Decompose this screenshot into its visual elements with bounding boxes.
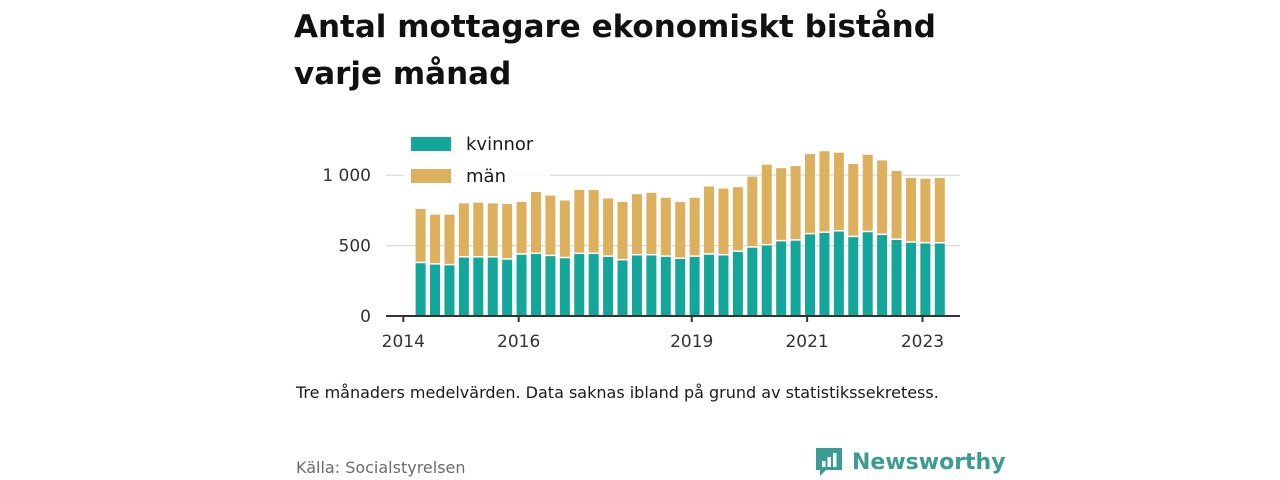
bar-man <box>545 195 556 255</box>
bar-kvinnor <box>631 255 642 316</box>
bar-kvinnor <box>689 256 700 316</box>
bar-kvinnor <box>458 257 469 316</box>
bar-kvinnor <box>704 254 715 316</box>
bar-kvinnor <box>747 247 758 316</box>
bar-man <box>530 191 541 253</box>
bar-man <box>877 160 888 234</box>
legend-swatch <box>411 169 451 183</box>
y-tick-label: 500 <box>339 237 371 257</box>
bar-man <box>934 178 945 242</box>
bar-kvinnor <box>732 251 743 316</box>
bar-man <box>415 208 426 262</box>
bar-kvinnor <box>862 232 873 316</box>
bar-man <box>747 176 758 247</box>
bar-kvinnor <box>473 257 484 316</box>
bar-man <box>617 201 628 259</box>
bar-kvinnor <box>502 259 513 316</box>
bars <box>415 151 945 316</box>
brand-name: Newsworthy <box>852 449 1006 475</box>
bar-kvinnor <box>675 258 686 316</box>
bar-man <box>502 204 513 259</box>
bar-man <box>920 178 931 242</box>
x-tick-label: 2019 <box>670 332 713 352</box>
bar-man <box>761 164 772 245</box>
bar-man <box>675 201 686 258</box>
bar-kvinnor <box>833 231 844 316</box>
axes: 0 500 1 000 2014 2016 2019 2021 2023 <box>322 166 960 352</box>
y-tick-label: 0 <box>360 307 371 327</box>
bar-man <box>444 214 455 264</box>
bar-man <box>862 154 873 231</box>
bar-kvinnor <box>545 256 556 316</box>
bar-kvinnor <box>588 254 599 316</box>
bar-man <box>487 203 498 257</box>
bar-man <box>516 201 527 254</box>
bar-kvinnor <box>877 235 888 316</box>
bar-man <box>718 188 729 254</box>
bar-kvinnor <box>790 240 801 316</box>
bar-kvinnor <box>603 256 614 316</box>
bar-man <box>833 152 844 231</box>
bar-kvinnor <box>934 243 945 316</box>
bar-man <box>646 192 657 254</box>
x-tick-label: 2021 <box>785 332 828 352</box>
bar-kvinnor <box>487 257 498 316</box>
legend: kvinnor män <box>404 128 550 192</box>
bar-man <box>458 203 469 257</box>
bar-kvinnor <box>776 241 787 316</box>
newsworthy-logo-icon <box>816 448 842 476</box>
legend-swatch <box>411 137 451 151</box>
bar-kvinnor <box>905 242 916 316</box>
bar-man <box>603 198 614 256</box>
bar-man <box>689 197 700 256</box>
bar-man <box>704 186 715 254</box>
bar-man <box>660 197 671 256</box>
x-tick-label: 2023 <box>901 332 944 352</box>
bar-man <box>848 163 859 236</box>
bar-man <box>473 202 484 257</box>
y-tick-label: 1 000 <box>322 166 371 186</box>
bar-kvinnor <box>646 255 657 316</box>
bar-kvinnor <box>718 255 729 316</box>
bar-man <box>776 168 787 240</box>
bar-kvinnor <box>574 254 585 316</box>
bar-man <box>430 214 441 264</box>
bar-kvinnor <box>848 237 859 316</box>
bar-kvinnor <box>920 243 931 316</box>
bar-kvinnor <box>891 239 902 316</box>
bar-man <box>574 189 585 253</box>
bar-kvinnor <box>819 232 830 316</box>
chart-caption: Tre månaders medelvärden. Data saknas ib… <box>296 383 939 402</box>
bar-kvinnor <box>516 254 527 316</box>
x-tick-label: 2016 <box>497 332 540 352</box>
bar-man <box>819 151 830 232</box>
brand-logo[interactable]: Newsworthy <box>814 446 1006 478</box>
source-note: Källa: Socialstyrelsen <box>296 458 466 477</box>
bar-kvinnor <box>761 245 772 316</box>
x-tick-label: 2014 <box>382 332 425 352</box>
bar-man <box>559 200 570 257</box>
bar-kvinnor <box>617 260 628 316</box>
legend-label: män <box>466 166 506 187</box>
bar-man <box>631 194 642 254</box>
bar-man <box>905 178 916 242</box>
chart-title: Antal mottagare ekonomiskt bistånd varje… <box>294 9 936 92</box>
bar-man <box>588 189 599 253</box>
bar-kvinnor <box>559 258 570 316</box>
bar-kvinnor <box>444 265 455 316</box>
bar-man <box>732 187 743 251</box>
bar-man <box>790 166 801 240</box>
bar-man <box>891 170 902 239</box>
bar-man <box>805 154 816 233</box>
bar-kvinnor <box>430 264 441 316</box>
bar-kvinnor <box>805 234 816 316</box>
bar-kvinnor <box>660 256 671 316</box>
bar-kvinnor <box>415 263 426 316</box>
bar-kvinnor <box>530 254 541 316</box>
legend-label: kvinnor <box>466 134 534 155</box>
